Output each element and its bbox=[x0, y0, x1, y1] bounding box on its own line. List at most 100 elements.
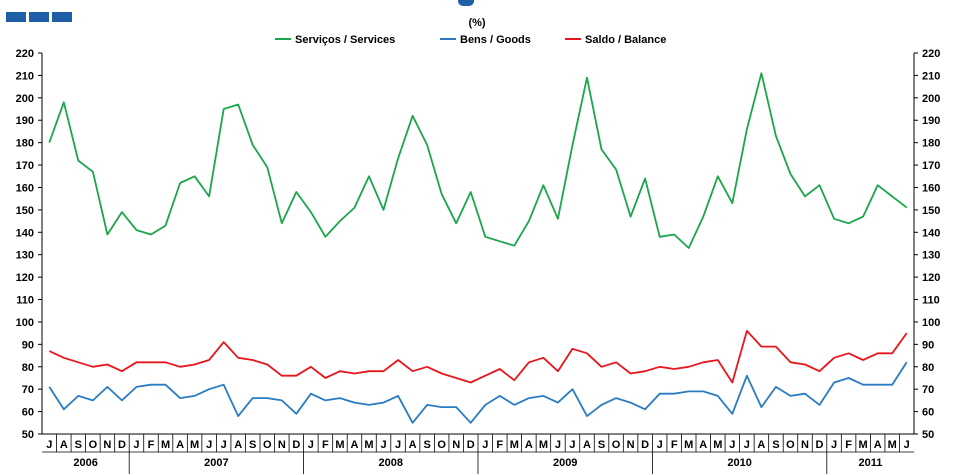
y-tick: 60 60 bbox=[22, 407, 935, 419]
x-tick-label: A bbox=[409, 439, 417, 451]
x-tick-label: N bbox=[801, 439, 809, 451]
y-tick: 110 110 bbox=[16, 295, 940, 307]
x-tick-label: J bbox=[221, 439, 227, 451]
y-tick: 180 180 bbox=[16, 138, 941, 150]
y-tick-label-left: 220 bbox=[16, 48, 34, 60]
y-tick-label-right: 100 bbox=[922, 317, 940, 329]
x-tick-label: A bbox=[583, 439, 591, 451]
x-tick-label: O bbox=[612, 439, 621, 451]
y-tick-label-right: 210 bbox=[922, 70, 940, 82]
y-tick-label-right: 220 bbox=[922, 48, 940, 60]
y-tick: 160 160 bbox=[16, 182, 941, 194]
year-label: 2008 bbox=[379, 457, 403, 469]
y-tick: 80 80 bbox=[22, 362, 935, 374]
x-tick-label: N bbox=[627, 439, 635, 451]
y-tick-label-right: 150 bbox=[922, 205, 940, 217]
x-tick-label: O bbox=[786, 439, 795, 451]
y-tick-label-right: 170 bbox=[922, 160, 940, 172]
x-tick-label: O bbox=[263, 439, 272, 451]
y-tick-label-right: 200 bbox=[922, 93, 940, 105]
y-tick-label-right: 80 bbox=[922, 362, 934, 374]
chart-axes: 50 50 60 60 70 70 80 80 90 90 100 100 110 110 120 120 13… bbox=[16, 48, 941, 441]
y-tick: 90 90 bbox=[22, 339, 935, 351]
x-tick-label: A bbox=[350, 439, 358, 451]
x-tick-label: M bbox=[888, 439, 897, 451]
x-tick-label: M bbox=[859, 439, 868, 451]
y-tick-label-left: 70 bbox=[22, 384, 34, 396]
logo-blocks bbox=[6, 12, 72, 22]
x-tick-label: F bbox=[148, 439, 155, 451]
x-tick-label: J bbox=[744, 439, 750, 451]
series-line bbox=[48, 329, 908, 384]
x-tick-label: M bbox=[190, 439, 199, 451]
x-tick-label: J bbox=[133, 439, 139, 451]
x-tick-label: M bbox=[684, 439, 693, 451]
y-tick-label-left: 80 bbox=[22, 362, 34, 374]
y-tick-label-left: 60 bbox=[22, 407, 34, 419]
x-tick-label: J bbox=[831, 439, 837, 451]
y-tick-label-right: 110 bbox=[922, 295, 940, 307]
y-tick-label-left: 50 bbox=[22, 429, 34, 441]
series-line bbox=[48, 72, 908, 249]
y-tick-label-right: 130 bbox=[922, 250, 940, 262]
y-tick-label-left: 160 bbox=[16, 182, 34, 194]
x-tick-label: M bbox=[510, 439, 519, 451]
y-tick: 220 220 bbox=[16, 48, 941, 60]
y-tick-label-left: 170 bbox=[16, 160, 34, 172]
y-tick: 200 200 bbox=[16, 93, 941, 105]
x-tick-label: J bbox=[904, 439, 910, 451]
x-tick-label: J bbox=[206, 439, 212, 451]
chart-legend: Serviços / Services Bens / Goods Saldo / B… bbox=[275, 34, 666, 46]
y-tick: 210 210 bbox=[16, 70, 941, 82]
y-tick-label-right: 180 bbox=[922, 138, 940, 150]
x-tick-label: A bbox=[525, 439, 533, 451]
x-tick-label: D bbox=[641, 439, 649, 451]
y-tick: 50 50 bbox=[22, 429, 935, 441]
y-tick: 130 130 bbox=[16, 250, 941, 262]
legend-label: Serviços / Services bbox=[295, 34, 395, 46]
y-tick-label-right: 60 bbox=[922, 407, 934, 419]
year-label: 2009 bbox=[553, 457, 577, 469]
y-tick: 170 170 bbox=[16, 160, 941, 172]
year-label: 2011 bbox=[858, 457, 882, 469]
x-tick-label: N bbox=[452, 439, 460, 451]
y-tick-label-left: 150 bbox=[16, 205, 34, 217]
y-tick-label-left: 90 bbox=[22, 339, 34, 351]
y-tick: 120 120 bbox=[16, 272, 941, 284]
x-tick-label: O bbox=[89, 439, 98, 451]
x-tick-label: J bbox=[555, 439, 561, 451]
x-tick-label: A bbox=[757, 439, 765, 451]
y-tick: 140 140 bbox=[16, 227, 941, 239]
x-tick-label: S bbox=[75, 439, 82, 451]
x-tick-label: N bbox=[103, 439, 111, 451]
x-tick-label: M bbox=[713, 439, 722, 451]
year-label: 2010 bbox=[727, 457, 751, 469]
x-tick-label: A bbox=[699, 439, 707, 451]
chart-unit-label: (%) bbox=[468, 17, 486, 29]
x-tick-label: J bbox=[308, 439, 314, 451]
y-tick: 100 100 bbox=[16, 317, 941, 329]
chart-series bbox=[48, 72, 908, 424]
x-tick-label: M bbox=[335, 439, 344, 451]
x-tick-label: F bbox=[496, 439, 503, 451]
x-tick-label: J bbox=[729, 439, 735, 451]
x-tick-label: A bbox=[60, 439, 68, 451]
y-tick-label-left: 130 bbox=[16, 250, 34, 262]
x-tick-label: O bbox=[437, 439, 446, 451]
y-tick-label-left: 120 bbox=[16, 272, 34, 284]
y-tick-label-left: 180 bbox=[16, 138, 34, 150]
y-tick-label-left: 100 bbox=[16, 317, 34, 329]
y-tick-label-right: 70 bbox=[922, 384, 934, 396]
x-tick-label: J bbox=[569, 439, 575, 451]
x-tick-label: D bbox=[118, 439, 126, 451]
x-tick-label: J bbox=[657, 439, 663, 451]
y-tick-label-left: 210 bbox=[16, 70, 34, 82]
y-tick-label-right: 120 bbox=[922, 272, 940, 284]
x-tick-label: S bbox=[249, 439, 256, 451]
y-tick: 70 70 bbox=[22, 384, 935, 396]
year-label: 2006 bbox=[73, 457, 97, 469]
x-tick-label: S bbox=[598, 439, 605, 451]
x-tick-label: J bbox=[46, 439, 52, 451]
